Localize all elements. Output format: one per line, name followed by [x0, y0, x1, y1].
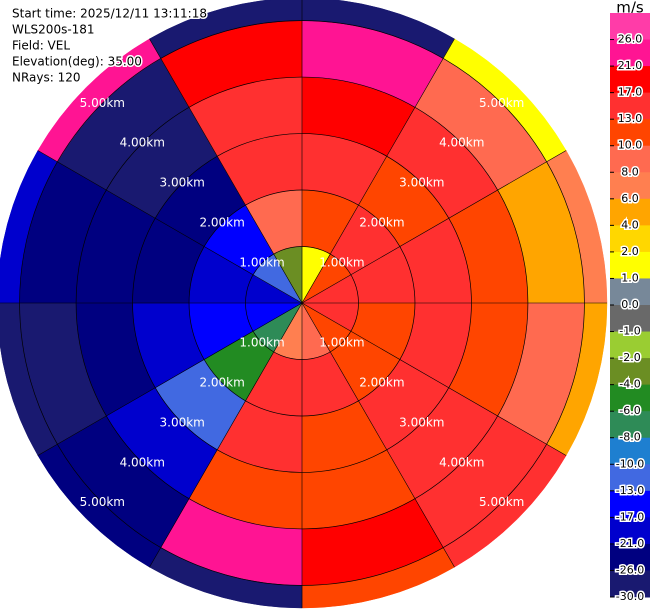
colorbar-label: -30.0 [616, 590, 644, 603]
colorbar-title: m/s [616, 0, 644, 17]
colorbar-label: -26.0 [616, 563, 644, 576]
colorbar-segment [610, 411, 650, 439]
range-label: 5.00km [479, 96, 524, 110]
colorbar-label: 10.0 [618, 139, 643, 152]
range-label: 2.00km [359, 375, 404, 389]
info-line: NRays: 120 [12, 71, 81, 85]
colorbar-segment [610, 66, 650, 94]
info-line: Elevation(deg): 35.00 [12, 55, 142, 69]
info-line: Start time: 2025/12/11 13:11:18 [12, 7, 207, 21]
colorbar-segment [610, 384, 650, 412]
colorbar-segment [610, 305, 650, 333]
range-label: 2.00km [199, 216, 244, 230]
colorbar-label: 21.0 [618, 59, 643, 72]
info-line: Field: VEL [12, 39, 70, 53]
colorbar-segment [610, 172, 650, 200]
spoke [149, 302, 303, 568]
range-label: 2.00km [359, 216, 404, 230]
colorbar-label: -13.0 [616, 484, 644, 497]
range-label: 5.00km [80, 96, 125, 110]
spoke [37, 150, 303, 304]
range-label: 3.00km [160, 176, 205, 190]
spoke [301, 302, 567, 456]
colorbar-label: 4.0 [621, 218, 639, 231]
spoke [37, 302, 303, 456]
range-label: 1.00km [319, 256, 364, 270]
range-label: 1.00km [319, 335, 364, 349]
colorbar-segment [610, 517, 650, 545]
colorbar-segment [610, 358, 650, 386]
colorbar-segment [610, 464, 650, 492]
colorbar-segment [610, 251, 650, 279]
range-label: 4.00km [120, 136, 165, 150]
colorbar-label: -21.0 [616, 537, 644, 550]
colorbar-label: -6.0 [619, 404, 640, 417]
colorbar-label: 2.0 [621, 245, 639, 258]
colorbar-label: 8.0 [621, 165, 639, 178]
range-ring [19, 20, 585, 586]
spoke [301, 150, 567, 304]
colorbar-segment [610, 543, 650, 571]
spoke [301, 38, 455, 304]
info-line: WLS200s-181 [12, 23, 95, 37]
range-label: 1.00km [239, 335, 284, 349]
range-label: 4.00km [120, 455, 165, 469]
range-label: 3.00km [399, 415, 444, 429]
range-label: 5.00km [80, 495, 125, 509]
colorbar-segment [610, 13, 650, 41]
range-label: 5.00km [479, 495, 524, 509]
colorbar-label: 17.0 [618, 86, 643, 99]
colorbar-label: -2.0 [619, 351, 640, 364]
colorbar-label: 6.0 [621, 192, 639, 205]
colorbar-segment [610, 92, 650, 120]
colorbar-label: -10.0 [616, 457, 644, 470]
range-label: 3.00km [160, 415, 205, 429]
colorbar-segment [610, 198, 650, 226]
colorbar-label: -8.0 [619, 431, 640, 444]
range-label: 4.00km [439, 136, 484, 150]
colorbar-segment [610, 331, 650, 359]
range-label: 2.00km [199, 375, 244, 389]
colorbar-segment [610, 119, 650, 147]
range-ring [245, 246, 359, 360]
colorbar-label: 13.0 [618, 112, 643, 125]
colorbar-label: -1.0 [619, 325, 640, 338]
colorbar-segment [610, 278, 650, 306]
colorbar-segment [610, 145, 650, 173]
colorbar-segment [610, 570, 650, 598]
colorbar-label: -4.0 [619, 378, 640, 391]
colorbar-label: 26.0 [618, 33, 643, 46]
range-label: 1.00km [239, 256, 284, 270]
spoke [301, 302, 455, 568]
range-label: 4.00km [439, 455, 484, 469]
colorbar-segment [610, 490, 650, 518]
colorbar-label: 0.0 [621, 298, 639, 311]
range-label: 3.00km [399, 176, 444, 190]
range-ring [132, 133, 472, 473]
colorbar-segment [610, 39, 650, 67]
range-ring [75, 76, 529, 530]
spoke [149, 38, 303, 304]
colorbar-segment [610, 437, 650, 465]
range-ring [188, 189, 416, 417]
colorbar-segment [610, 225, 650, 253]
colorbar-label: 1.0 [621, 271, 639, 284]
colorbar-label: -17.0 [616, 510, 644, 523]
